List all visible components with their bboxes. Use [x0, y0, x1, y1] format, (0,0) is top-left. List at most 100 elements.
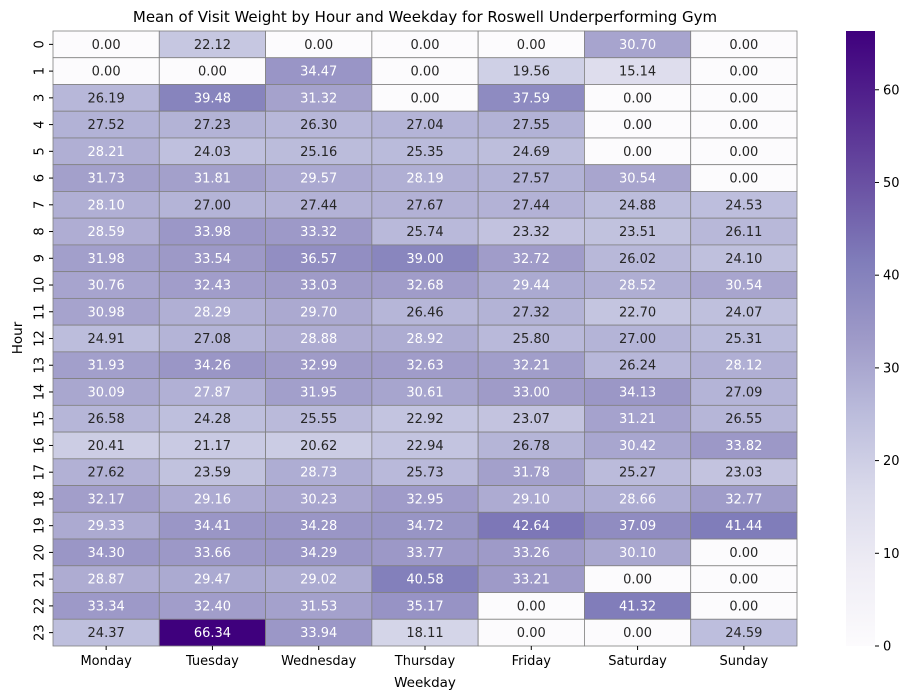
heatmap-cell [265, 511, 373, 540]
cell-value-label: 33.66 [194, 546, 231, 561]
cell-value-label: 29.10 [513, 492, 550, 507]
cell-value-label: 32.17 [88, 492, 125, 507]
heatmap-cell [584, 217, 692, 246]
cell-value-label: 27.57 [513, 172, 550, 187]
cell-value-label: 30.76 [88, 279, 125, 294]
y-tick-label: 17 [33, 464, 48, 481]
x-axis-label: Weekday [394, 675, 456, 691]
cell-value-label: 28.59 [88, 225, 125, 240]
cell-value-label: 26.24 [619, 359, 656, 374]
cell-value-label: 0.00 [411, 65, 440, 80]
y-tick-label: 6 [33, 174, 48, 182]
heatmap-cell [584, 618, 692, 647]
cell-value-label: 0.00 [729, 38, 758, 53]
heatmap-cell [690, 324, 798, 353]
x-tick-label: Tuesday [185, 654, 239, 669]
cell-value-label: 24.53 [725, 198, 762, 213]
heatmap-cell [52, 511, 160, 540]
cell-value-label: 27.44 [300, 198, 337, 213]
heatmap-cell [477, 297, 585, 326]
heatmap-cell [477, 404, 585, 433]
heatmap-cell [52, 30, 160, 59]
cell-value-label: 32.72 [513, 252, 550, 267]
cell-value-label: 0.00 [517, 38, 546, 53]
cell-value-label: 23.59 [194, 466, 231, 481]
cell-value-label: 0.00 [729, 573, 758, 588]
heatmap-cell [584, 30, 692, 59]
heatmap-cell [690, 57, 798, 85]
cell-value-label: 34.47 [300, 65, 337, 80]
heatmap-cell [158, 297, 266, 326]
cell-value-label: 32.99 [300, 359, 337, 374]
heatmap-cell [158, 618, 266, 647]
cell-value-label: 25.80 [513, 332, 550, 347]
heatmap-cell [371, 324, 479, 353]
colorbar [846, 31, 875, 646]
cell-value-label: 28.12 [725, 359, 762, 374]
heatmap-cell [477, 164, 585, 192]
heatmap-cell [52, 592, 160, 620]
cell-value-label: 34.13 [619, 385, 656, 400]
cell-value-label: 28.52 [619, 279, 656, 294]
cell-value-label: 20.62 [300, 439, 337, 454]
heatmap-cell [371, 84, 479, 112]
cell-value-label: 28.66 [619, 492, 656, 507]
heatmap-cell [265, 431, 373, 460]
y-tick-label: 10 [33, 277, 48, 294]
cell-value-label: 33.77 [406, 546, 443, 561]
cell-value-label: 30.10 [619, 546, 656, 561]
cell-value-label: 25.73 [406, 466, 443, 481]
colorbar-tick-label: 60 [883, 83, 900, 98]
cell-value-label: 0.00 [729, 172, 758, 187]
cell-value-label: 27.55 [513, 118, 550, 133]
cell-value-label: 26.19 [88, 91, 125, 106]
chart-title: Mean of Visit Weight by Hour and Weekday… [133, 8, 717, 26]
heatmap-cell [158, 110, 266, 139]
cell-value-label: 34.72 [406, 519, 443, 534]
heatmap-cell [265, 244, 373, 273]
heatmap-cell [584, 84, 692, 112]
cell-value-label: 22.94 [406, 439, 443, 454]
heatmap-cell [158, 30, 266, 59]
cell-value-label: 66.34 [194, 626, 231, 641]
heatmap-cell [52, 191, 160, 219]
cell-value-label: 30.61 [406, 385, 443, 400]
heatmap-cell [265, 57, 373, 85]
cell-value-label: 24.69 [513, 145, 550, 160]
heatmap-cell [477, 511, 585, 540]
x-tick-label: Thursday [394, 654, 456, 669]
y-tick-label: 7 [33, 201, 48, 209]
cell-value-label: 33.00 [513, 385, 550, 400]
heatmap-cell [690, 217, 798, 246]
heatmap-cell [477, 565, 585, 593]
cell-value-label: 32.21 [513, 359, 550, 374]
heatmap-cell [690, 618, 798, 647]
y-tick-label: 1 [33, 67, 48, 75]
cell-value-label: 29.57 [300, 172, 337, 187]
x-axis: Monday Tuesday Wednesday Thursday Friday Satu… [80, 645, 768, 669]
cell-value-label: 27.00 [194, 198, 231, 213]
heatmap-cell [690, 351, 798, 380]
cell-value-label: 25.55 [300, 412, 337, 427]
heatmap-cell [371, 592, 479, 620]
heatmap-cell [52, 324, 160, 353]
heatmap-cell [265, 351, 373, 380]
cell-value-label: 0.00 [729, 599, 758, 614]
y-tick-label: 13 [33, 357, 48, 374]
heatmap-cell [265, 565, 373, 593]
x-tick-label: Wednesday [281, 654, 357, 669]
cell-value-label: 26.55 [725, 412, 762, 427]
cell-value-label: 30.23 [300, 492, 337, 507]
cell-value-label: 29.02 [300, 573, 337, 588]
heatmap-cell [158, 485, 266, 513]
cell-value-label: 0.00 [623, 626, 652, 641]
heatmap-cell [477, 538, 585, 567]
heatmap-cell [371, 297, 479, 326]
cell-value-label: 22.92 [406, 412, 443, 427]
cell-value-label: 23.03 [725, 466, 762, 481]
heatmap-cell [477, 84, 585, 112]
y-tick-label: 4 [33, 120, 48, 128]
colorbar-ticks: 0 10 20 30 40 50 60 [875, 83, 900, 655]
